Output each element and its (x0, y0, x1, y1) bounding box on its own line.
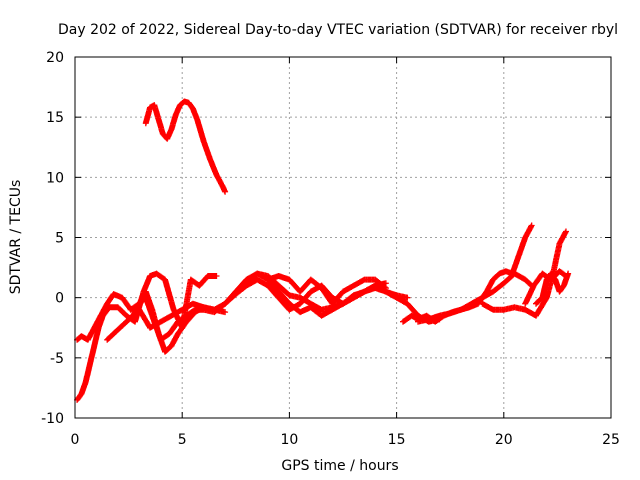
y-tick-label: 15 (46, 110, 64, 126)
data-points (74, 98, 572, 403)
series-track-k (522, 268, 569, 307)
series-track-e (232, 270, 389, 313)
series-markers (415, 270, 535, 325)
series-markers (104, 276, 411, 343)
grid-lines (75, 57, 611, 418)
series-markers (533, 270, 572, 307)
y-tick-label: -5 (50, 351, 64, 367)
series-markers (232, 270, 389, 313)
y-tick-label: -10 (41, 411, 64, 427)
y-tick-label: 10 (46, 170, 64, 186)
x-tick-labels: 0 5 10 15 20 25 (71, 432, 620, 448)
y-tick-label: 20 (46, 50, 64, 66)
x-tick-label: 20 (495, 432, 513, 448)
x-tick-label: 5 (178, 432, 187, 448)
series-track-f (265, 273, 389, 307)
x-tick-label: 0 (71, 432, 80, 448)
series-track-j (533, 270, 572, 307)
x-tick-label: 25 (602, 432, 620, 448)
y-axis-label: SDTVAR / TECUs (8, 180, 24, 295)
x-axis-label: GPS time / hours (281, 458, 398, 474)
series-markers (522, 268, 569, 307)
series-track-high (142, 98, 229, 195)
series-markers (142, 98, 229, 195)
x-tick-label: 15 (388, 432, 406, 448)
chart-title: Day 202 of 2022, Sidereal Day-to-day VTE… (58, 22, 618, 38)
y-tick-label: 5 (55, 231, 64, 247)
axis-ticks (74, 56, 612, 419)
y-tick-labels: -10 -5 0 5 10 15 20 (41, 50, 64, 427)
y-tick-label: 0 (55, 291, 64, 307)
series-track-c (104, 276, 411, 343)
x-tick-label: 10 (280, 432, 298, 448)
series-track-h (415, 270, 535, 325)
series-markers (265, 273, 389, 307)
